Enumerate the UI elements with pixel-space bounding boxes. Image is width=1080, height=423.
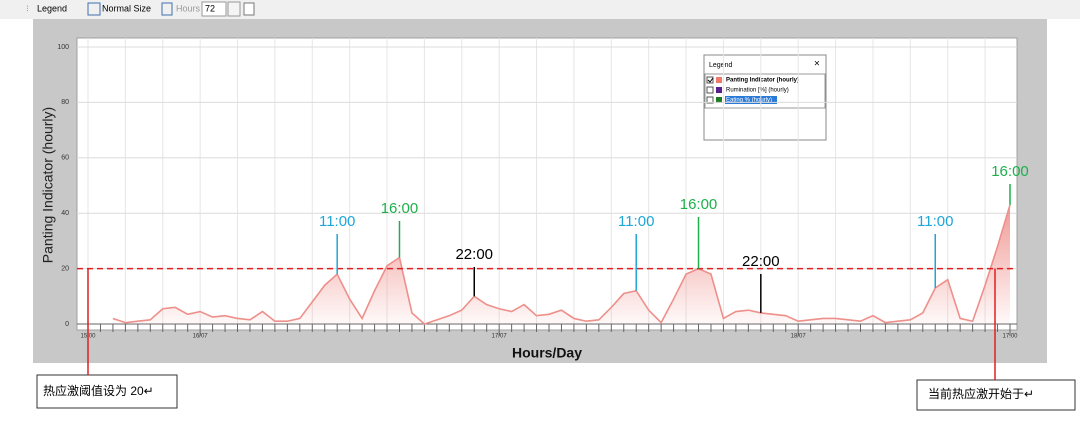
y-tick-label: 20 — [61, 265, 69, 272]
callout-box — [916, 379, 1076, 411]
annotation: 22:00 — [742, 253, 780, 270]
legend-swatch — [716, 87, 722, 93]
legend-label: Rumination [%] (hourly) — [726, 88, 789, 94]
highlight — [725, 96, 777, 104]
legend-label: Eating % (hourly) — [726, 98, 772, 104]
annotation: 11:00 — [917, 213, 953, 230]
x-axis-label: Hours/Day — [512, 345, 582, 361]
x-tick-label: 18/07 — [791, 334, 807, 340]
grip: ⁝ — [26, 3, 29, 13]
plot-area — [76, 37, 1018, 331]
y-tick-label: 0 — [65, 321, 69, 328]
callout-text: 热应激阈值设为 20↵ — [43, 383, 154, 398]
annotation: 16:00 — [991, 163, 1029, 180]
checkbox[interactable] — [706, 96, 714, 104]
annotation: 16:00 — [680, 196, 718, 213]
y-tick-label: 40 — [61, 210, 69, 217]
callout-text: 当前热应激开始于↵ — [928, 386, 1034, 401]
help-button[interactable] — [243, 2, 255, 16]
hours-value: 72 — [205, 3, 215, 13]
hours-input[interactable] — [201, 1, 227, 17]
y-tick-label: 60 — [61, 155, 69, 162]
annotation: 16:00 — [381, 200, 419, 217]
callout-box — [36, 374, 178, 409]
y-axis-label: Panting Indicator (hourly) — [40, 107, 56, 263]
legend-swatch — [716, 97, 722, 103]
checkbox[interactable] — [706, 76, 714, 84]
icon — [161, 2, 173, 16]
line — [112, 204, 1011, 325]
y-tick-label: 100 — [57, 44, 69, 51]
y-tick-label: 80 — [61, 99, 69, 106]
close-button[interactable]: × — [814, 59, 820, 70]
annotation: 11:00 — [319, 213, 355, 230]
normal-size-button[interactable]: Normal Size — [102, 3, 151, 13]
x-tick-label: 17:00 — [1002, 334, 1018, 340]
hours-label: Hours — [176, 3, 201, 13]
legend-swatch — [716, 77, 722, 83]
annotation: 22:00 — [455, 246, 493, 263]
icon — [87, 2, 101, 16]
annotation: 11:00 — [618, 213, 654, 230]
toolbar — [0, 0, 1080, 19]
x-tick-label: 17/07 — [492, 334, 508, 340]
legend-button[interactable]: Legend — [37, 3, 67, 13]
dropdown[interactable] — [227, 1, 241, 17]
checkbox[interactable] — [706, 86, 714, 94]
legend-label: Panting Indicator (hourly) — [726, 78, 799, 84]
legend-title: Legend — [709, 62, 732, 69]
legend-list — [704, 73, 826, 109]
check — [707, 77, 714, 83]
x-tick-label: 16/07 — [193, 334, 209, 340]
area — [112, 204, 1010, 324]
